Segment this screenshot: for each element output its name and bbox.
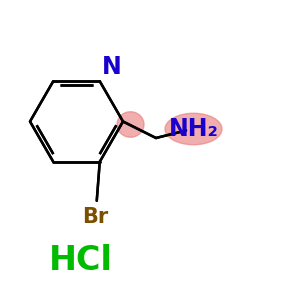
Text: N: N [102, 55, 122, 79]
Text: NH₂: NH₂ [169, 117, 218, 141]
Ellipse shape [165, 113, 222, 145]
Text: HCl: HCl [49, 244, 113, 278]
Text: Br: Br [82, 207, 108, 227]
Ellipse shape [117, 112, 144, 137]
